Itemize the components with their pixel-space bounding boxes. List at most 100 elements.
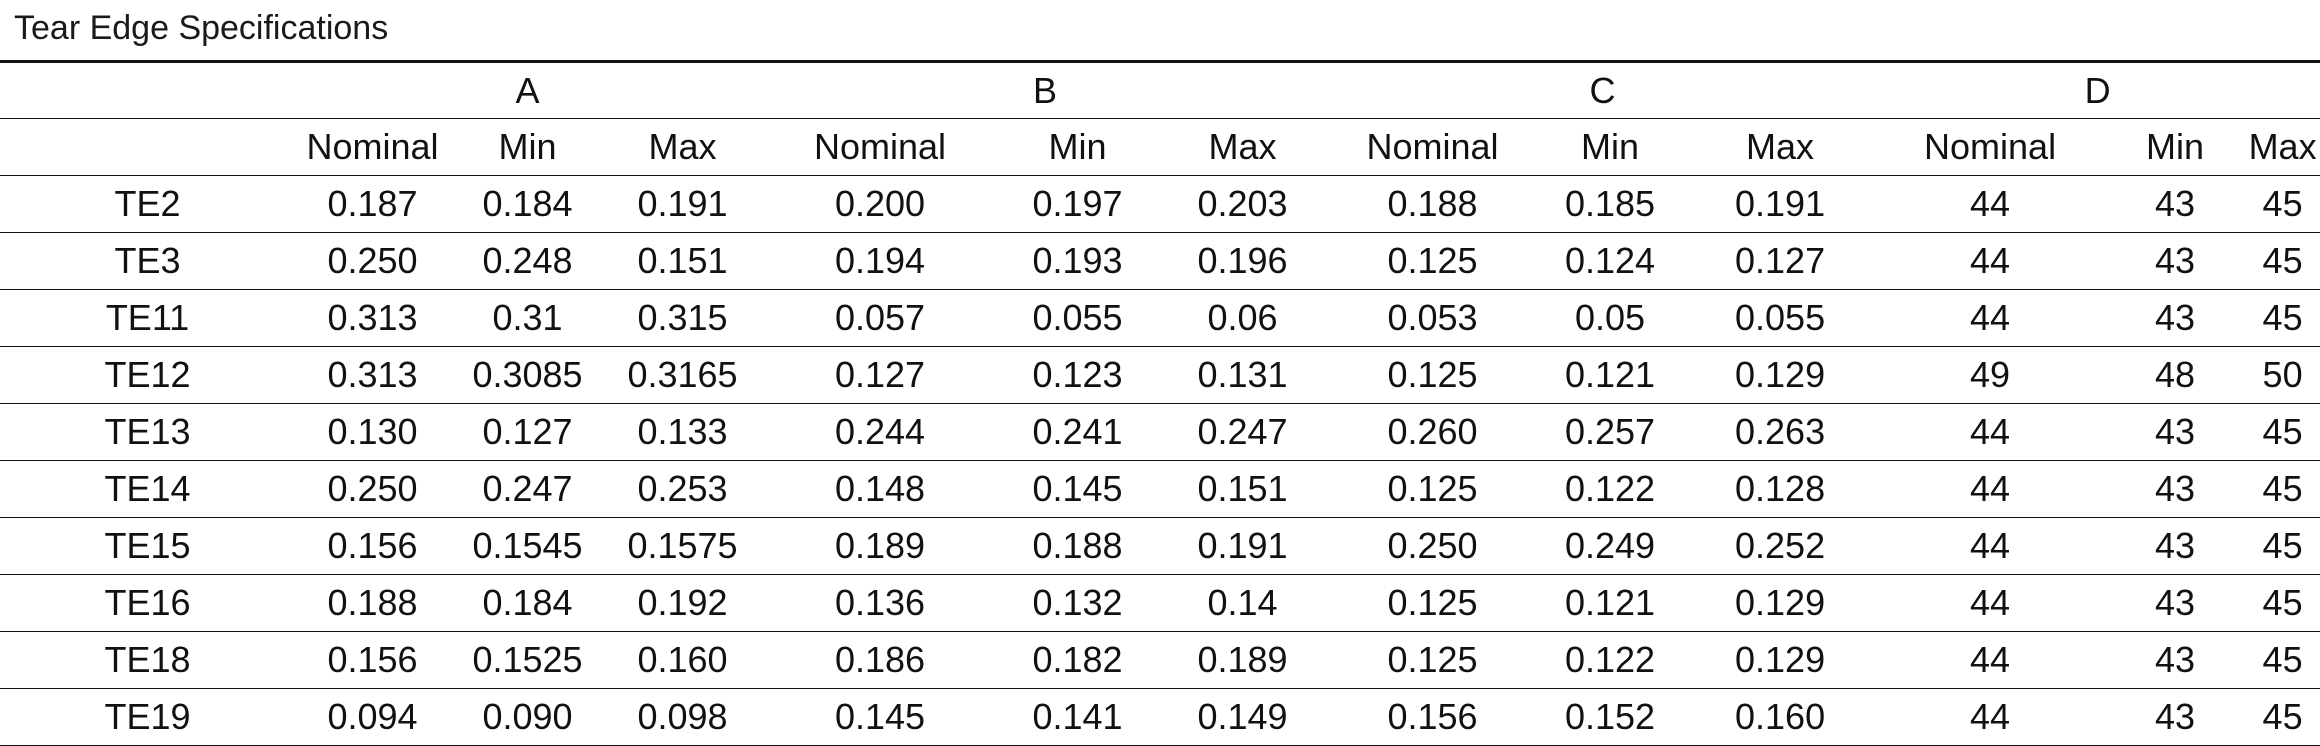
table-cell: 0.260	[1330, 403, 1536, 461]
table-cell: 0.1525	[450, 631, 605, 689]
row-label: TE11	[0, 289, 295, 347]
table-cell: 0.252	[1685, 517, 1876, 575]
table-cell: 49	[1875, 346, 2106, 404]
table-cell: 0.125	[1330, 631, 1536, 689]
table-cell: 0.122	[1535, 460, 1686, 518]
table-cell: 0.121	[1535, 346, 1686, 404]
table-row: TE2 0.187 0.184 0.191 0.200 0.197 0.203 0.188 0.…	[0, 175, 2320, 233]
table-cell: 43	[2105, 403, 2246, 461]
table-cell: 0.127	[1685, 232, 1876, 290]
table-cell: 0.184	[450, 175, 605, 233]
table-cell: 0.189	[760, 517, 1001, 575]
tear-edge-spec-table: A B C D Nominal Min Max Nominal Min Max …	[0, 60, 2320, 746]
table-cell: 0.189	[1155, 631, 1331, 689]
table-cell: 0.250	[295, 460, 450, 518]
table-cell: 0.133	[605, 403, 761, 461]
table-cell: 43	[2105, 688, 2246, 746]
row-label: TE15	[0, 517, 295, 575]
table-cell: 0.191	[1155, 517, 1331, 575]
group-header-c: C	[1330, 60, 1876, 119]
table-cell: 0.313	[295, 289, 450, 347]
table-cell: 0.149	[1155, 688, 1331, 746]
table-cell: 0.122	[1535, 631, 1686, 689]
table-cell: 45	[2245, 688, 2320, 746]
table-cell: 43	[2105, 574, 2246, 632]
group-header-b: B	[760, 60, 1331, 119]
table-row: TE3 0.250 0.248 0.151 0.194 0.193 0.196 0.125 0.…	[0, 232, 2320, 290]
table-cell: 0.313	[295, 346, 450, 404]
column-header-max: Max	[605, 118, 761, 176]
table-cell: 0.250	[1330, 517, 1536, 575]
row-label: TE19	[0, 688, 295, 746]
table-cell: 44	[1875, 460, 2106, 518]
table-row: TE19 0.094 0.090 0.098 0.145 0.141 0.149 0.156 0…	[0, 688, 2320, 746]
row-label: TE3	[0, 232, 295, 290]
table-cell: 0.124	[1535, 232, 1686, 290]
column-header-min: Min	[450, 118, 605, 176]
table-cell: 0.156	[295, 631, 450, 689]
column-header-nominal: Nominal	[1875, 118, 2106, 176]
table-cell: 44	[1875, 631, 2106, 689]
table-cell: 0.055	[1000, 289, 1156, 347]
table-cell: 44	[1875, 517, 2106, 575]
column-header-min: Min	[2105, 118, 2246, 176]
table-cell: 0.151	[1155, 460, 1331, 518]
table-title: Tear Edge Specifications	[14, 9, 389, 47]
table-cell: 0.1575	[605, 517, 761, 575]
table-cell: 0.191	[1685, 175, 1876, 233]
row-label: TE13	[0, 403, 295, 461]
column-header-max: Max	[1685, 118, 1876, 176]
table-row: TE11 0.313 0.31 0.315 0.057 0.055 0.06 0.053 0.0…	[0, 289, 2320, 347]
table-cell: 0.136	[760, 574, 1001, 632]
table-cell: 43	[2105, 289, 2246, 347]
group-header-a: A	[295, 60, 761, 119]
table-cell: 0.06	[1155, 289, 1331, 347]
column-header-max: Max	[1155, 118, 1331, 176]
table-cell: 0.184	[450, 574, 605, 632]
table-cell: 0.125	[1330, 460, 1536, 518]
table-cell: 0.125	[1330, 574, 1536, 632]
table-cell: 0.053	[1330, 289, 1536, 347]
table-cell: 0.249	[1535, 517, 1686, 575]
table-cell: 48	[2105, 346, 2246, 404]
table-cell: 0.315	[605, 289, 761, 347]
table-cell: 0.188	[1330, 175, 1536, 233]
table-cell: 0.31	[450, 289, 605, 347]
table-cell: 0.197	[1000, 175, 1156, 233]
table-cell: 45	[2245, 403, 2320, 461]
table-cell: 45	[2245, 460, 2320, 518]
table-body: TE2 0.187 0.184 0.191 0.200 0.197 0.203 0.188 0.…	[0, 175, 2320, 746]
table-cell: 0.151	[605, 232, 761, 290]
table-cell: 0.129	[1685, 631, 1876, 689]
row-label: TE16	[0, 574, 295, 632]
row-label: TE2	[0, 175, 295, 233]
table-row: TE15 0.156 0.1545 0.1575 0.189 0.188 0.191 0.25…	[0, 517, 2320, 575]
table-cell: 0.247	[1155, 403, 1331, 461]
column-header-max: Max	[2245, 118, 2320, 176]
table-cell: 0.188	[295, 574, 450, 632]
table-cell: 0.3085	[450, 346, 605, 404]
table-cell: 0.131	[1155, 346, 1331, 404]
table-cell: 44	[1875, 175, 2106, 233]
table-cell: 0.132	[1000, 574, 1156, 632]
group-header-row: A B C D	[0, 60, 2320, 119]
table-cell: 0.192	[605, 574, 761, 632]
table-cell: 0.156	[1330, 688, 1536, 746]
table-cell: 45	[2245, 517, 2320, 575]
table-cell: 0.094	[295, 688, 450, 746]
table-cell: 0.145	[760, 688, 1001, 746]
table-cell: 43	[2105, 460, 2246, 518]
table-cell: 0.125	[1330, 346, 1536, 404]
table-cell: 0.160	[605, 631, 761, 689]
table-cell: 0.185	[1535, 175, 1686, 233]
table-cell: 0.248	[450, 232, 605, 290]
table-cell: 0.250	[295, 232, 450, 290]
table-cell: 0.257	[1535, 403, 1686, 461]
table-row: TE16 0.188 0.184 0.192 0.136 0.132 0.14 0.125 0.…	[0, 574, 2320, 632]
column-header-nominal: Nominal	[295, 118, 450, 176]
column-header-min: Min	[1000, 118, 1156, 176]
corner-cell	[0, 60, 295, 119]
table-cell: 0.203	[1155, 175, 1331, 233]
table-cell: 0.129	[1685, 574, 1876, 632]
table-cell: 0.14	[1155, 574, 1331, 632]
